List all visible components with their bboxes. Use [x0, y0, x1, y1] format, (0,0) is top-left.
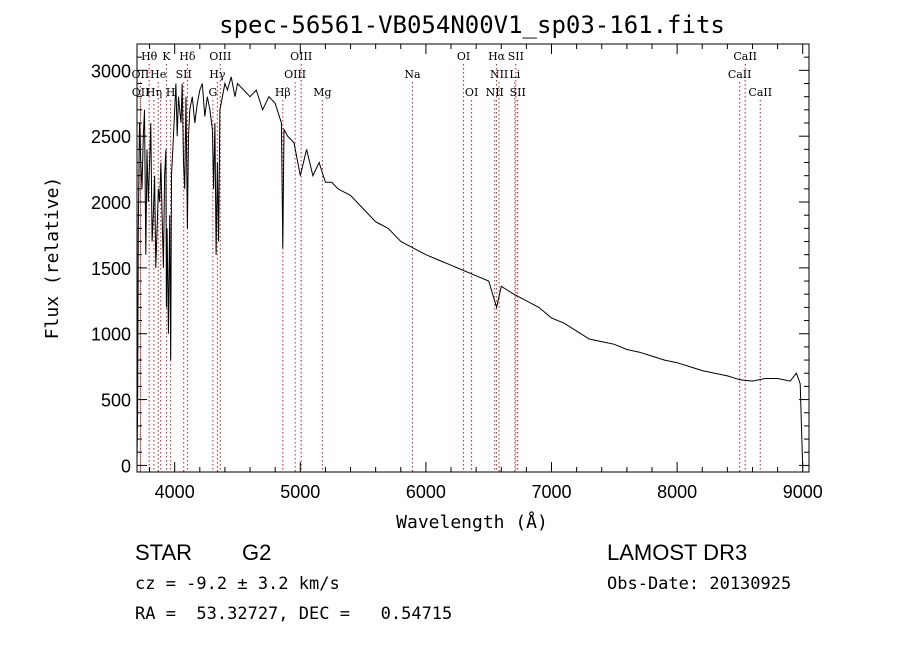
- plot-frame: [136, 43, 810, 473]
- y-tick-label: 0: [121, 456, 131, 476]
- x-tick-label: 5000: [280, 482, 320, 502]
- line-label: He: [150, 68, 166, 81]
- observation-date: Obs-Date: 20130925: [607, 574, 792, 594]
- x-tick-label: 4000: [155, 482, 195, 502]
- object-subclass: G2: [242, 540, 272, 565]
- line-label: Hα: [488, 50, 506, 63]
- line-label: CaII: [733, 50, 757, 63]
- line-label: Hβ: [275, 86, 291, 99]
- y-tick-label: 3000: [91, 61, 131, 81]
- x-tick-label: 6000: [406, 482, 446, 502]
- line-label: OI: [457, 50, 470, 63]
- chart-title: spec-56561-VB054N00V1_sp03-161.fits: [219, 11, 725, 39]
- line-label: OIII: [284, 68, 306, 81]
- line-label: NII: [486, 86, 504, 99]
- line-label: K: [162, 50, 171, 63]
- line-label: Hη: [146, 86, 162, 99]
- line-label: OII: [132, 86, 150, 99]
- coordinates: RA = 53.32727, DEC = 0.54715: [135, 604, 453, 624]
- line-markers: [139, 64, 761, 472]
- line-label: Mg: [313, 86, 331, 99]
- y-axis-label: Flux (relative): [42, 177, 63, 340]
- y-axis: 0 500 1000 1500 2000 2500 3000: [91, 43, 809, 476]
- line-label: H: [166, 86, 176, 99]
- x-axis: 4000 5000 6000 7000 8000 9000: [149, 44, 823, 502]
- line-label: Na: [404, 68, 421, 81]
- spectrum-chart: spec-56561-VB054N00V1_sp03-161.fits Hθ OI…: [42, 11, 823, 533]
- line-label: Hδ: [179, 50, 196, 63]
- redshift-velocity: cz = -9.2 ± 3.2 km/s: [135, 574, 340, 594]
- y-tick-label: 500: [101, 391, 131, 411]
- line-label: CaII: [748, 86, 772, 99]
- line-label: OIII: [209, 50, 231, 63]
- survey-name: LAMOST DR3: [607, 540, 748, 565]
- x-axis-label: Wavelength (Å): [396, 511, 548, 533]
- line-label: G: [208, 86, 217, 99]
- x-tick-label: 9000: [783, 482, 823, 502]
- y-tick-label: 1000: [91, 325, 131, 345]
- line-label: CaII: [728, 68, 752, 81]
- line-label: OIII: [290, 50, 312, 63]
- line-label: OII: [132, 68, 150, 81]
- line-label: Hγ: [209, 68, 226, 81]
- x-tick-label: 7000: [531, 482, 571, 502]
- line-label: SII: [176, 68, 192, 81]
- line-label: SII: [508, 50, 524, 63]
- y-tick-label: 2000: [91, 193, 131, 213]
- x-tick-label: 8000: [657, 482, 697, 502]
- spectrum-line: [136, 76, 804, 469]
- y-tick-label: 2500: [91, 127, 131, 147]
- object-class: STAR: [135, 540, 193, 565]
- line-label: Li: [509, 68, 520, 81]
- line-label: OI: [465, 86, 478, 99]
- line-label: Hθ: [141, 50, 158, 63]
- y-tick-label: 1500: [91, 259, 131, 279]
- line-label: SII: [510, 86, 526, 99]
- line-label: NII: [490, 68, 508, 81]
